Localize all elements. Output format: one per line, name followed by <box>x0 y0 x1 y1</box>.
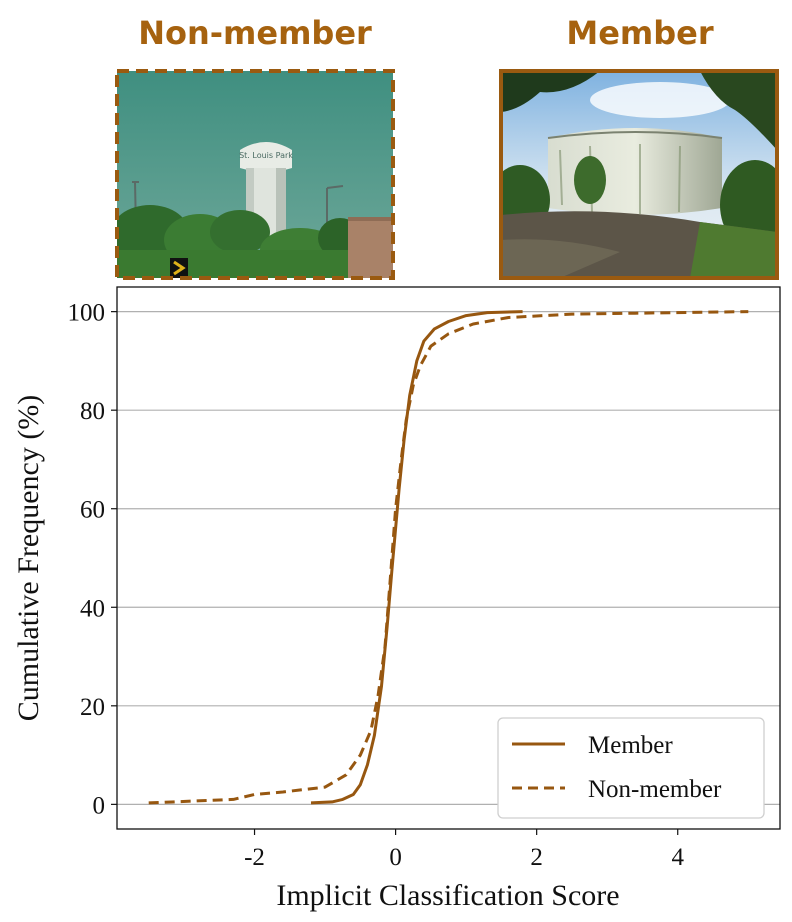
cdf-chart: 0 20 40 60 80 100 -2 0 2 4 Implicit Classificati… <box>12 286 781 912</box>
y-tick-label-60: 60 <box>80 497 105 524</box>
x-tick-label-4: 4 <box>671 844 684 871</box>
y-tick-label-0: 0 <box>93 792 106 819</box>
member-panel-title: Member <box>566 14 714 52</box>
plot-frame <box>116 286 781 830</box>
x-tick-label-0: 0 <box>389 844 402 871</box>
x-axis-label: Implicit Classification Score <box>276 879 619 912</box>
y-tick-label-80: 80 <box>80 398 105 425</box>
legend: Member Non-member <box>497 717 765 819</box>
legend-non-member-label: Non-member <box>588 776 722 803</box>
series-line-member <box>310 310 523 805</box>
y-tick-label-100: 100 <box>68 300 106 327</box>
y-tick-label-40: 40 <box>80 595 105 622</box>
y-tick-label-20: 20 <box>80 694 105 721</box>
series-line-non-member <box>148 310 749 805</box>
nonmember-panel-title: Non-member <box>138 14 372 52</box>
y-ticks: 0 20 40 60 80 100 <box>68 300 117 819</box>
storage-tank-photo <box>499 69 779 280</box>
x-tick-label-2: 2 <box>530 844 543 871</box>
x-tick-label--2: -2 <box>244 844 265 871</box>
legend-member-label: Member <box>588 732 673 759</box>
series-lines <box>148 310 749 805</box>
svg-text:St. Louis Park: St. Louis Park <box>239 151 293 160</box>
x-ticks: -2 0 2 4 <box>244 829 684 871</box>
water-tower-photo: St. Louis Park <box>115 69 395 280</box>
y-axis-label: Cumulative Frequency (%) <box>12 395 45 722</box>
